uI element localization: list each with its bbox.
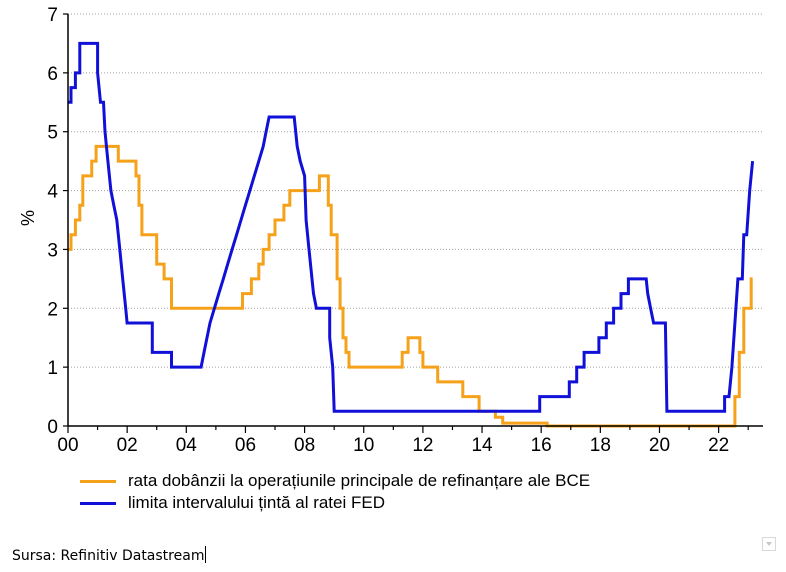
x-tick-label: 12 (412, 435, 433, 456)
y-tick-label: 4 (47, 182, 58, 203)
source-text: Sursa: Refinitiv Datastream (12, 548, 205, 564)
x-tick-label: 06 (235, 435, 256, 456)
text-cursor (205, 546, 207, 563)
legend-label-ecb: rata dobânzii la operațiunile principale… (128, 471, 591, 490)
x-tick-label: 04 (176, 435, 198, 456)
x-tick-label: 10 (353, 435, 374, 456)
y-tick-label: 0 (47, 417, 58, 438)
x-tick-label: 08 (294, 435, 315, 456)
y-tick-label: 3 (47, 240, 58, 261)
grid (68, 13, 763, 368)
legend-item-ecb: rata dobânzii la operațiunile principale… (80, 470, 590, 492)
legend-label-fed: limita intervalului țintă al ratei FED (128, 493, 385, 512)
legend-swatch-ecb (80, 479, 116, 483)
legend: rata dobânzii la operațiunile principale… (80, 470, 590, 514)
y-tick-labels: 0 1 2 3 4 5 6 7 (47, 5, 58, 438)
x-tick-label: 22 (708, 435, 729, 456)
x-tick-label: 00 (57, 435, 78, 456)
series-group (68, 41, 755, 428)
x-tick-label: 20 (649, 435, 670, 456)
y-axis-label: % (18, 210, 38, 226)
y-tick-label: 7 (47, 5, 58, 26)
source-note: Sursa: Refinitiv Datastream (12, 546, 207, 564)
y-tick-label: 2 (47, 299, 58, 320)
x-tick-label: 02 (117, 435, 138, 456)
legend-swatch-fed (80, 501, 116, 505)
y-tick-label: 1 (47, 358, 58, 379)
x-tick-label: 16 (531, 435, 552, 456)
x-tick-label: 18 (590, 435, 611, 456)
y-tick-label: 6 (47, 64, 58, 85)
scroll-down-button[interactable] (762, 537, 776, 551)
legend-item-fed: limita intervalului țintă al ratei FED (80, 492, 590, 514)
axes (63, 13, 763, 433)
x-tick-labels: 00 02 04 06 08 10 12 14 16 18 20 22 (57, 435, 729, 456)
y-tick-label: 5 (47, 123, 58, 144)
x-tick-label: 14 (471, 435, 493, 456)
series-line-ecb (68, 144, 753, 428)
series-line-fed (68, 41, 755, 413)
